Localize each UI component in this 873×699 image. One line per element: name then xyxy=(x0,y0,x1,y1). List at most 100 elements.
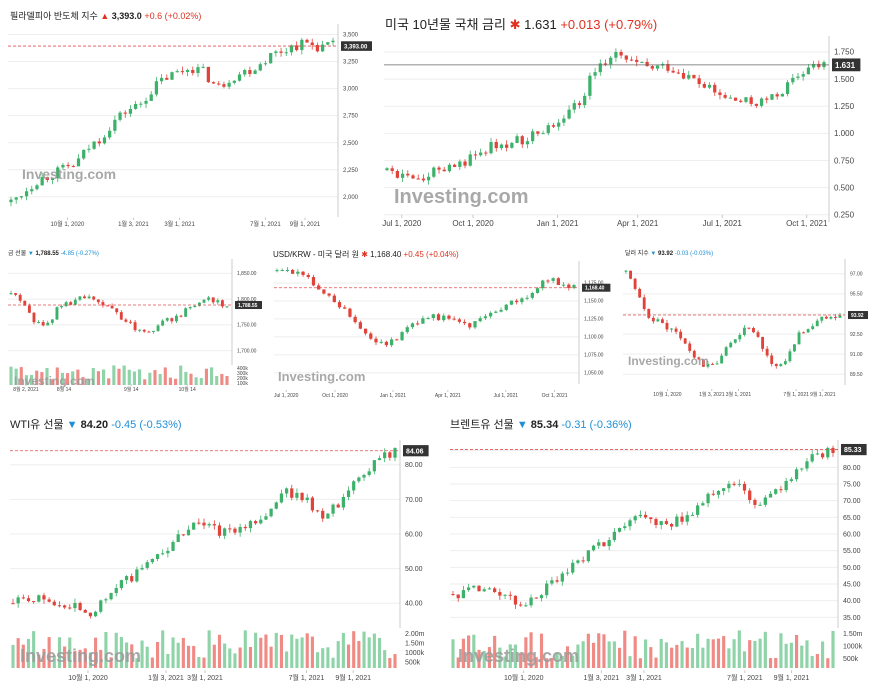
price-tag xyxy=(848,311,868,320)
volume-bar xyxy=(153,370,157,385)
candle-body xyxy=(207,297,211,300)
x-tick-label: 1월 3, 2021 xyxy=(583,673,619,682)
volume-tick-label: 200k xyxy=(237,376,248,382)
candle-body xyxy=(451,594,455,595)
candle-body xyxy=(756,332,760,337)
us10y-title-bar: 미국 10년물 국채 금리 ✱ 1.631 +0.013 (+0.79%) xyxy=(385,14,657,33)
candle-body xyxy=(752,327,755,333)
volume-tick-label: 1.50m xyxy=(843,631,863,638)
volume-bar xyxy=(638,658,642,668)
candle-body xyxy=(806,329,810,333)
volume-bar xyxy=(223,643,227,668)
volume-bar xyxy=(26,638,31,668)
candle-body xyxy=(561,284,566,286)
candle-body xyxy=(461,590,466,599)
volume-tick-label: 400k xyxy=(237,366,248,372)
x-tick-label: Oct 1, 2020 xyxy=(322,393,348,399)
candle-body xyxy=(238,526,242,533)
volume-bar xyxy=(176,642,180,668)
candle-body xyxy=(108,130,112,138)
candle-body xyxy=(377,458,382,461)
candle-body xyxy=(541,280,545,289)
candle-body xyxy=(556,278,560,286)
volume-bar xyxy=(748,640,752,668)
candle-body xyxy=(824,316,828,319)
candle-body xyxy=(525,141,530,145)
volume-bar xyxy=(789,642,793,668)
candle-body xyxy=(263,63,268,65)
candle-body xyxy=(152,330,155,332)
candle-body xyxy=(207,524,211,526)
candle-body xyxy=(145,562,149,568)
investing-logo-watermark: Investing.com xyxy=(14,374,95,388)
candle-body xyxy=(701,359,705,367)
candle-body xyxy=(572,103,576,110)
x-tick-label: 7월 1, 2021 xyxy=(783,391,809,398)
candle-body xyxy=(545,583,549,596)
price-tag xyxy=(832,58,861,72)
candle-body xyxy=(87,296,91,299)
candle-body xyxy=(562,118,566,123)
volume-bar xyxy=(794,634,799,668)
candle-body xyxy=(9,199,13,203)
candle-body xyxy=(442,315,446,321)
candle-body xyxy=(473,321,477,328)
wti-change-pct: (-0.53%) xyxy=(139,419,182,431)
volume-tick-label: 1.50m xyxy=(405,640,425,647)
candle-body xyxy=(671,70,675,73)
candle-body xyxy=(759,98,764,106)
candle-body xyxy=(206,66,210,83)
volume-bar xyxy=(19,367,23,385)
volume-bar xyxy=(140,640,144,668)
candle-body xyxy=(748,490,752,500)
candle-body xyxy=(311,277,316,286)
volume-bar xyxy=(210,367,214,385)
candle-body xyxy=(154,81,159,95)
candle-body xyxy=(784,481,788,491)
candle-body xyxy=(426,176,431,181)
candle-body xyxy=(747,327,751,329)
candle-body xyxy=(101,302,105,306)
candle-body xyxy=(577,103,582,106)
x-tick-label: Oct 1, 2021 xyxy=(542,393,568,399)
candle-body xyxy=(711,363,714,365)
dxy-price: 93.92 xyxy=(658,251,674,257)
candle-body xyxy=(683,338,687,344)
candle-body xyxy=(106,305,109,307)
candle-body xyxy=(264,516,268,520)
candle-body xyxy=(483,316,488,319)
volume-bar xyxy=(482,650,486,668)
candle-body xyxy=(291,269,295,274)
brent-chart[interactable]: 85.0080.0075.0070.0065.0060.0055.0050.00… xyxy=(440,408,873,694)
usdkrw-chart[interactable]: 1,175.001,150.001,125.001,100.001,075.00… xyxy=(270,245,615,400)
candle-body xyxy=(722,488,726,491)
y-tick-label: 3,000 xyxy=(343,87,359,93)
x-tick-label: Jul 1, 2020 xyxy=(274,393,299,399)
y-tick-label: 40.00 xyxy=(843,598,861,605)
volume-bar xyxy=(821,641,825,668)
candle-body xyxy=(243,526,247,529)
us10y-chart[interactable]: 1.750 1.500 1.250 1.000 0.750 0.500 0.250 1.631… xyxy=(380,0,873,240)
candle-body xyxy=(761,336,765,349)
volume-bar xyxy=(150,657,154,668)
brent-title-bar: 브렌트유 선물 ▼ 85.34 -0.31 (-0.36%) xyxy=(450,416,632,432)
dxy-change-pct: (-0.03%) xyxy=(690,251,714,257)
candle-body xyxy=(56,167,60,179)
candle-body xyxy=(175,315,178,322)
candle-body xyxy=(87,148,91,150)
down-arrow-icon: ▼ xyxy=(27,251,34,257)
sox-chart[interactable]: 3,500 3,250 3,000 2,750 2,500 2,250 2,000 3,393… xyxy=(0,0,374,240)
volume-bar xyxy=(99,649,103,668)
volume-bar xyxy=(52,655,56,668)
candle-body xyxy=(253,70,257,74)
candle-body xyxy=(343,307,347,309)
gold-chart[interactable]: 1,850.00 1,800.00 1,750.00 1,700.00 1,788.55… xyxy=(0,245,264,395)
candle-body xyxy=(284,488,289,494)
volume-bar xyxy=(367,637,371,668)
candle-body xyxy=(248,521,253,529)
candle-body xyxy=(144,100,148,104)
candle-body xyxy=(104,599,108,601)
wti-chart[interactable]: 80.00 70.00 60.00 50.00 40.00 84.06 2.00m 1.50m… xyxy=(0,408,436,694)
candle-body xyxy=(728,97,732,99)
